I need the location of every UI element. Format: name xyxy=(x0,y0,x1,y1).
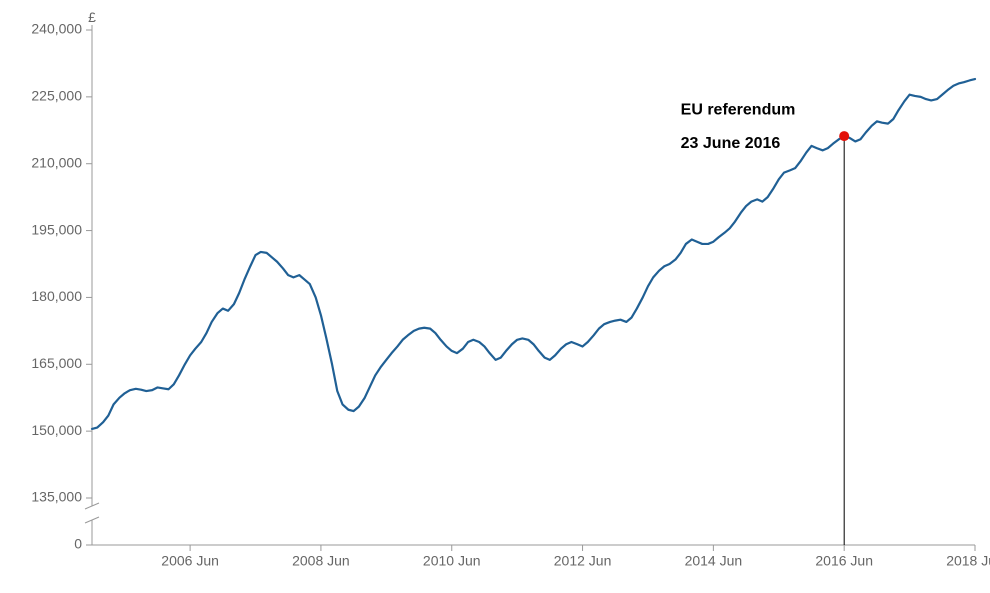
y-tick-label: 135,000 xyxy=(31,489,82,505)
annotation-label-line1: EU referendum xyxy=(681,102,796,119)
y-tick-label: 180,000 xyxy=(31,288,82,304)
annotation-marker xyxy=(839,131,849,141)
y-tick-label: 0 xyxy=(74,536,82,552)
x-tick-label: 2010 Jun xyxy=(423,552,481,568)
x-tick-label: 2012 Jun xyxy=(554,552,612,568)
y-tick-label: 150,000 xyxy=(31,422,82,438)
annotation-label-line2: 23 June 2016 xyxy=(681,135,781,152)
line-chart: 0 135,000 150,000 165,000 180,000 195,000 210,… xyxy=(0,0,990,593)
x-tick-label: 2008 Jun xyxy=(292,552,350,568)
y-tick-label: 225,000 xyxy=(31,88,82,104)
x-tick-label: 2018 Jun xyxy=(946,552,990,568)
y-tick-label: 165,000 xyxy=(31,355,82,371)
x-tick-label: 2014 Jun xyxy=(685,552,743,568)
y-tick-label: 240,000 xyxy=(31,21,82,37)
y-tick-label: 210,000 xyxy=(31,154,82,170)
y-axis-unit-label: £ xyxy=(88,9,96,25)
x-tick-label: 2016 Jun xyxy=(815,552,873,568)
y-tick-label: 195,000 xyxy=(31,221,82,237)
x-tick-label: 2006 Jun xyxy=(161,552,219,568)
